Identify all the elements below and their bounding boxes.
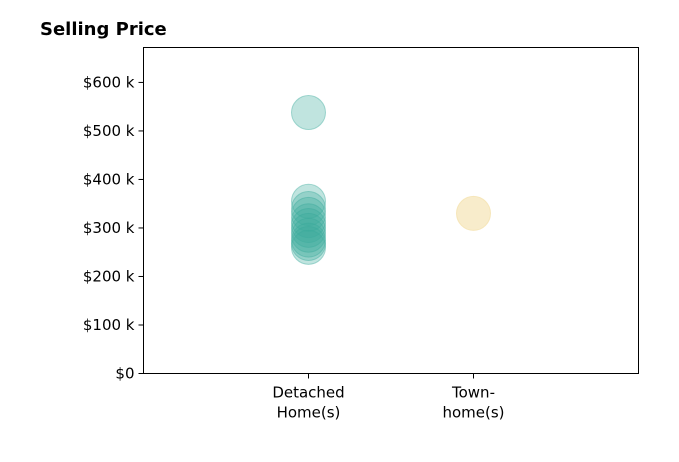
x-tick-label: Home(s) bbox=[277, 404, 341, 422]
y-axis: $0 $100 k $200 k $300 k $400 k $500 k $600 k bbox=[83, 73, 144, 383]
x-tick-label: Detached bbox=[272, 384, 344, 402]
y-tick-label: $300 k bbox=[83, 219, 135, 237]
data-point bbox=[291, 196, 326, 232]
y-tick-label: $600 k bbox=[83, 73, 135, 91]
data-point bbox=[291, 229, 326, 265]
chart-title: Selling Price bbox=[40, 19, 167, 40]
x-tick-label: Town- bbox=[451, 384, 495, 402]
x-axis: Detached Home(s) Town-home(s) bbox=[272, 373, 505, 422]
data-point bbox=[291, 222, 326, 258]
y-tick-label: $0 bbox=[115, 365, 134, 383]
data-point bbox=[291, 191, 326, 227]
y-tick-label: $100 k bbox=[83, 316, 135, 334]
data-point bbox=[456, 195, 491, 231]
data-point bbox=[291, 217, 326, 253]
x-tick-label: home(s) bbox=[442, 404, 504, 422]
y-tick-label: $400 k bbox=[83, 170, 135, 188]
data-point bbox=[291, 208, 326, 244]
y-tick-label: $200 k bbox=[83, 267, 135, 285]
data-point bbox=[291, 95, 326, 131]
data-point bbox=[291, 212, 326, 248]
data-point bbox=[291, 183, 326, 219]
data-point bbox=[291, 225, 326, 261]
plot-area-frame bbox=[143, 47, 639, 374]
data-point bbox=[291, 203, 326, 239]
y-tick-label: $500 k bbox=[83, 122, 135, 140]
data-points bbox=[291, 95, 491, 265]
